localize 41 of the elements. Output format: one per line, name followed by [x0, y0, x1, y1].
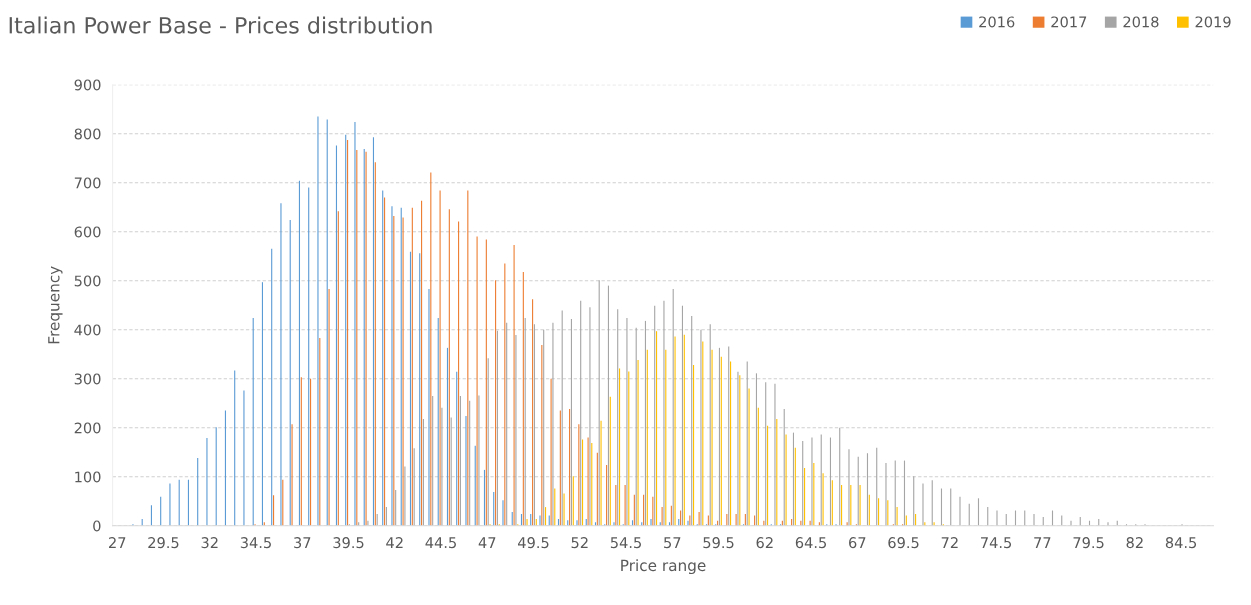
chart-title: Italian Power Base - Prices distribution — [9, 16, 432, 34]
x-tick-label: 67 — [849, 537, 866, 549]
x-tick-label: 79.5 — [1073, 537, 1104, 549]
y-tick-label: 400 — [74, 324, 101, 336]
x-axis-title: Price range — [621, 559, 706, 575]
y-tick-label: 900 — [74, 79, 101, 91]
legend-label: 2017 — [1051, 16, 1087, 28]
x-tick-label: 69.5 — [888, 537, 919, 549]
x-tick-label: 74.5 — [981, 537, 1012, 549]
x-tick-label: 52 — [571, 537, 588, 549]
x-tick-label: 49.5 — [517, 537, 549, 549]
x-tick-label: 84.5 — [1165, 537, 1197, 549]
x-tick-label: 57 — [664, 537, 681, 549]
y-tick-label: 500 — [74, 275, 101, 287]
x-tick-label: 27 — [109, 537, 126, 548]
y-tick-label: 700 — [74, 177, 101, 189]
x-tick-label: 54.5 — [610, 537, 641, 549]
x-tick-label: 29.5 — [148, 537, 179, 549]
x-tick-label: 77 — [1034, 537, 1051, 548]
x-tick-label: 44.5 — [425, 537, 456, 549]
x-tick-label: 62 — [756, 537, 773, 549]
x-tick-label: 47 — [478, 537, 496, 548]
y-tick-label: 300 — [74, 373, 101, 385]
x-tick-label: 59.5 — [703, 537, 734, 549]
x-tick-label: 37 — [294, 537, 311, 549]
x-tick-label: 34.5 — [240, 537, 271, 549]
legend-label: 2019 — [1195, 16, 1231, 28]
x-tick-label: 64.5 — [795, 537, 827, 549]
x-tick-label: 39.5 — [333, 537, 364, 549]
x-tick-label: 72 — [941, 537, 958, 548]
y-tick-label: 200 — [74, 422, 101, 434]
y-axis-title: Frequency — [48, 266, 63, 344]
x-tick-label: 32 — [201, 537, 218, 549]
legend-label: 2016 — [979, 16, 1015, 28]
legend-label: 2018 — [1123, 16, 1159, 28]
x-tick-label: 42 — [386, 537, 403, 548]
x-tick-label: 82 — [1126, 537, 1143, 549]
y-tick-label: 0 — [93, 520, 101, 532]
y-tick-label: 600 — [74, 226, 101, 238]
y-tick-label: 100 — [75, 471, 101, 483]
y-tick-label: 800 — [74, 128, 101, 140]
